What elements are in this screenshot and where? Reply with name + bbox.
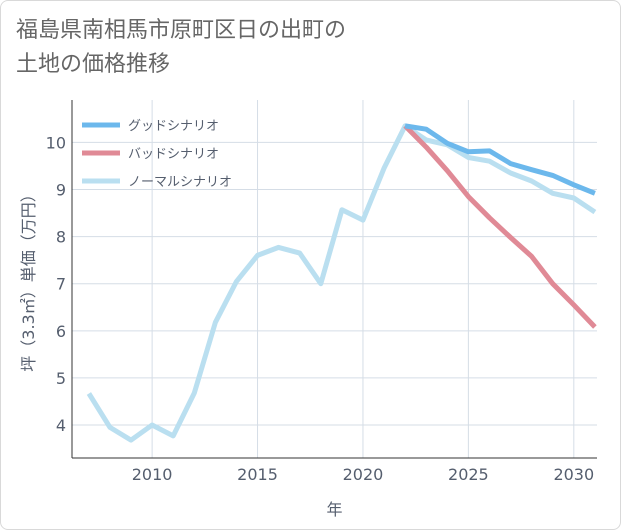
y-tick-label: 7 <box>56 275 66 294</box>
y-tick-label: 9 <box>56 181 66 200</box>
legend-label: グッドシナリオ <box>128 119 219 134</box>
title-line-1: 福島県南相馬市原町区日の出町の <box>16 18 347 43</box>
axes <box>71 100 597 459</box>
y-tick-label: 5 <box>56 369 66 388</box>
series-line-1 <box>403 124 597 329</box>
series-line-2 <box>86 123 597 443</box>
series-lines <box>86 123 597 443</box>
x-tick-label: 2025 <box>448 465 489 484</box>
legend-label: ノーマルシナリオ <box>128 175 232 190</box>
x-tick-label: 2010 <box>132 465 173 484</box>
series-line-0 <box>404 123 596 196</box>
legend-label: バッドシナリオ <box>128 147 219 162</box>
x-tick-label: 2020 <box>343 465 384 484</box>
x-tick-label: 2015 <box>237 465 278 484</box>
y-tick-label: 4 <box>56 416 66 435</box>
y-tick-label: 6 <box>56 322 66 341</box>
y-tick-label: 8 <box>56 228 66 247</box>
y-tick-label: 10 <box>46 133 66 152</box>
x-axis-label: 年 <box>326 500 342 519</box>
grid-lines <box>72 100 597 458</box>
x-tick-label: 2030 <box>553 465 594 484</box>
tick-labels: 4 5 6 7 8 9 10 2010 2015 2020 2025 2030 <box>46 133 595 484</box>
title-line-2: 土地の価格推移 <box>16 52 171 77</box>
y-axis-label: 坪（3.3㎡）単価（万円） <box>19 186 38 371</box>
chart-title: 福島県南相馬市原町区日の出町の 土地の価格推移 <box>16 14 346 82</box>
